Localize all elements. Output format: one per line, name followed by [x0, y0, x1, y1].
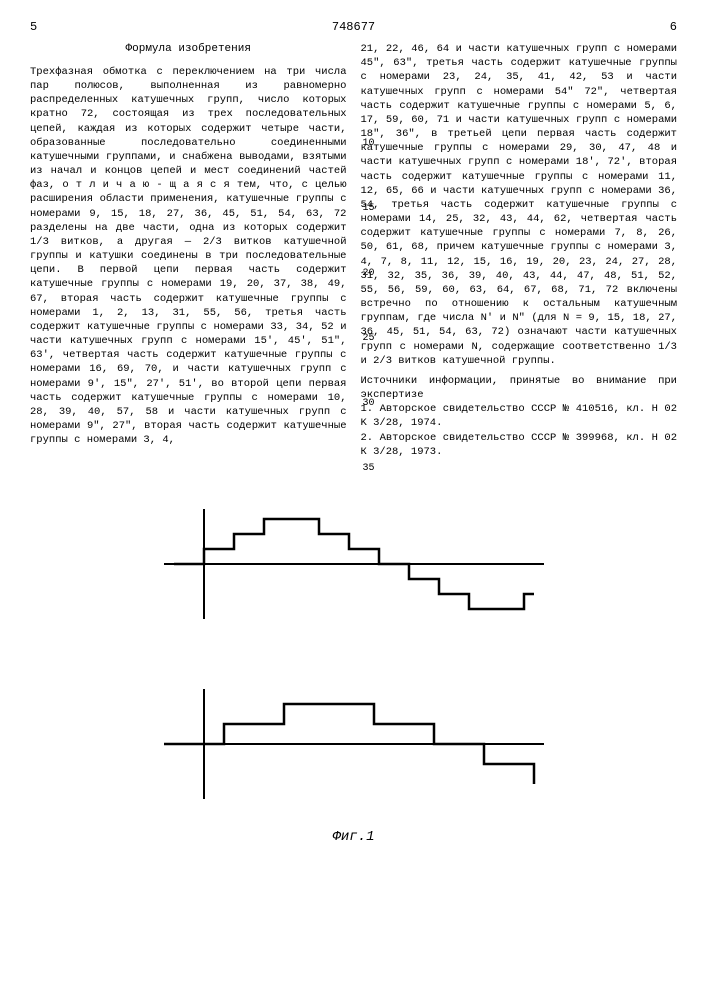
- line-num: 20: [363, 267, 375, 281]
- waveform-2: [154, 679, 554, 809]
- left-column-text: Трехфазная обмотка с переключением на тр…: [30, 65, 347, 448]
- line-num: 10: [363, 137, 375, 151]
- right-column-text: 21, 22, 46, 64 и части катушечных групп …: [361, 42, 678, 368]
- line-num: 25: [363, 332, 375, 346]
- right-column: 10 15 20 25 30 35 21, 22, 46, 64 и части…: [361, 42, 678, 459]
- formula-title: Формула изобретения: [30, 42, 347, 57]
- figure-area: Фиг.1: [30, 499, 677, 845]
- line-num: 35: [363, 462, 375, 476]
- page-num-left: 5: [30, 20, 37, 34]
- source-1: 1. Авторское свидетельство СССР № 410516…: [361, 402, 678, 430]
- line-num: 15: [363, 202, 375, 216]
- page-num-right: 6: [670, 20, 677, 34]
- line-num: 30: [363, 397, 375, 411]
- waveform-1: [154, 499, 554, 629]
- sources-title: Источники информации, принятые во вниман…: [361, 374, 678, 402]
- patent-number: 748677: [332, 20, 375, 34]
- left-column: Формула изобретения Трехфазная обмотка с…: [30, 42, 347, 459]
- source-2: 2. Авторское свидетельство СССР № 399968…: [361, 431, 678, 459]
- figure-label: Фиг.1: [332, 829, 374, 845]
